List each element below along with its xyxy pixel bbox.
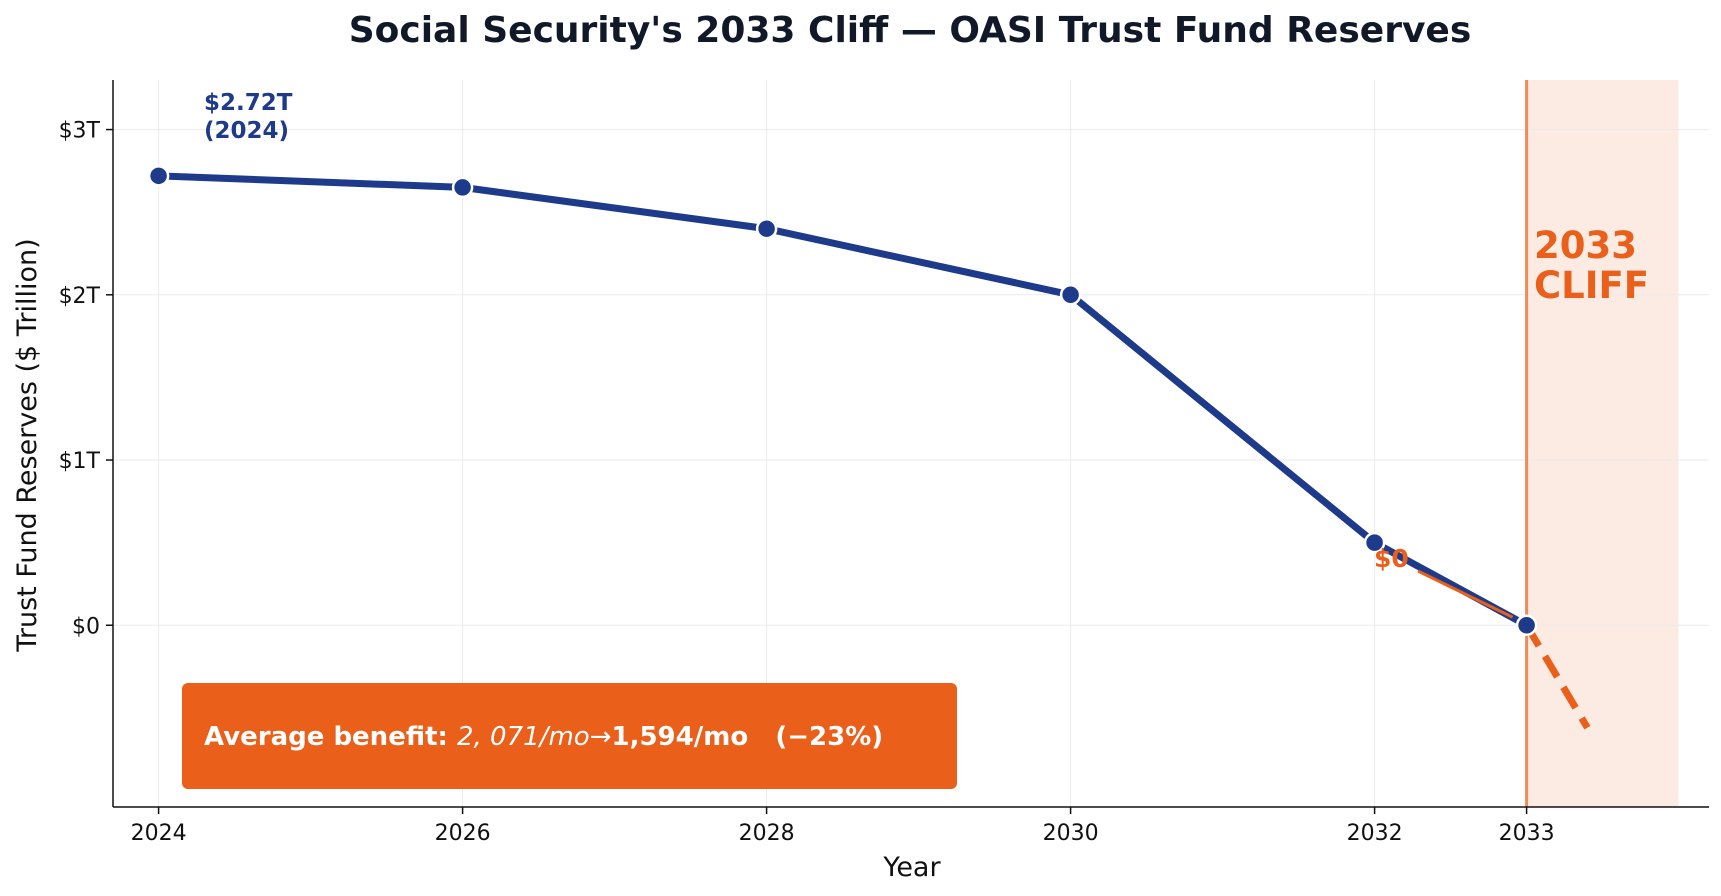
benefit-from: 2, 071/mo xyxy=(457,722,590,752)
y-tick-label-1: $1T xyxy=(59,449,101,474)
cliff-region xyxy=(1526,80,1679,807)
x-tick-label-0: 2024 xyxy=(131,821,187,846)
projection-line xyxy=(1523,623,1591,730)
x-ticks: 2024 2026 2028 2030 2032 2033 xyxy=(131,807,1555,846)
start-year-annotation: (2024) xyxy=(204,118,289,144)
benefit-text: Average benefit: 2, 071/mo→1,594/mo (−23… xyxy=(204,722,883,752)
zero-annotation: $0 xyxy=(1374,544,1409,573)
data-point-4 xyxy=(1363,531,1386,554)
benefit-change: (−23%) xyxy=(748,722,883,752)
benefit-arrow: → xyxy=(590,722,612,752)
series-line xyxy=(158,172,1529,629)
benefit-box xyxy=(182,683,957,789)
data-point-1 xyxy=(451,176,474,199)
zero-arrow xyxy=(1417,569,1514,619)
y-tick-label-3: $3T xyxy=(59,119,101,144)
x-tick-label-1: 2026 xyxy=(435,821,491,846)
data-point-2 xyxy=(755,217,778,240)
data-point-5 xyxy=(1515,614,1538,636)
x-tick-label-5: 2033 xyxy=(1499,821,1555,846)
cliff-label-line2: CLIFF xyxy=(1534,264,1649,307)
x-tick-label-3: 2030 xyxy=(1043,821,1099,846)
benefit-label: Average benefit: xyxy=(204,722,457,752)
cliff-label-line1: 2033 xyxy=(1534,224,1637,267)
data-point-0 xyxy=(147,165,170,187)
y-axis-label: Trust Fund Reserves ($ Trillion) xyxy=(12,238,43,652)
x-axis-label: Year xyxy=(882,852,941,883)
data-point-3 xyxy=(1059,284,1082,306)
y-tick-label-0: $0 xyxy=(72,614,100,639)
start-value-annotation: $2.72T xyxy=(204,90,293,116)
x-tick-label-2: 2028 xyxy=(739,821,795,846)
benefit-to: 1,594/mo xyxy=(611,722,748,752)
x-tick-label-4: 2032 xyxy=(1347,821,1403,846)
data-points xyxy=(147,165,1538,636)
y-tick-label-2: $2T xyxy=(59,284,101,309)
y-ticks: $0 $1T $2T $3T xyxy=(59,119,113,639)
chart-title: Social Security's 2033 Cliff — OASI Trus… xyxy=(349,10,1472,51)
